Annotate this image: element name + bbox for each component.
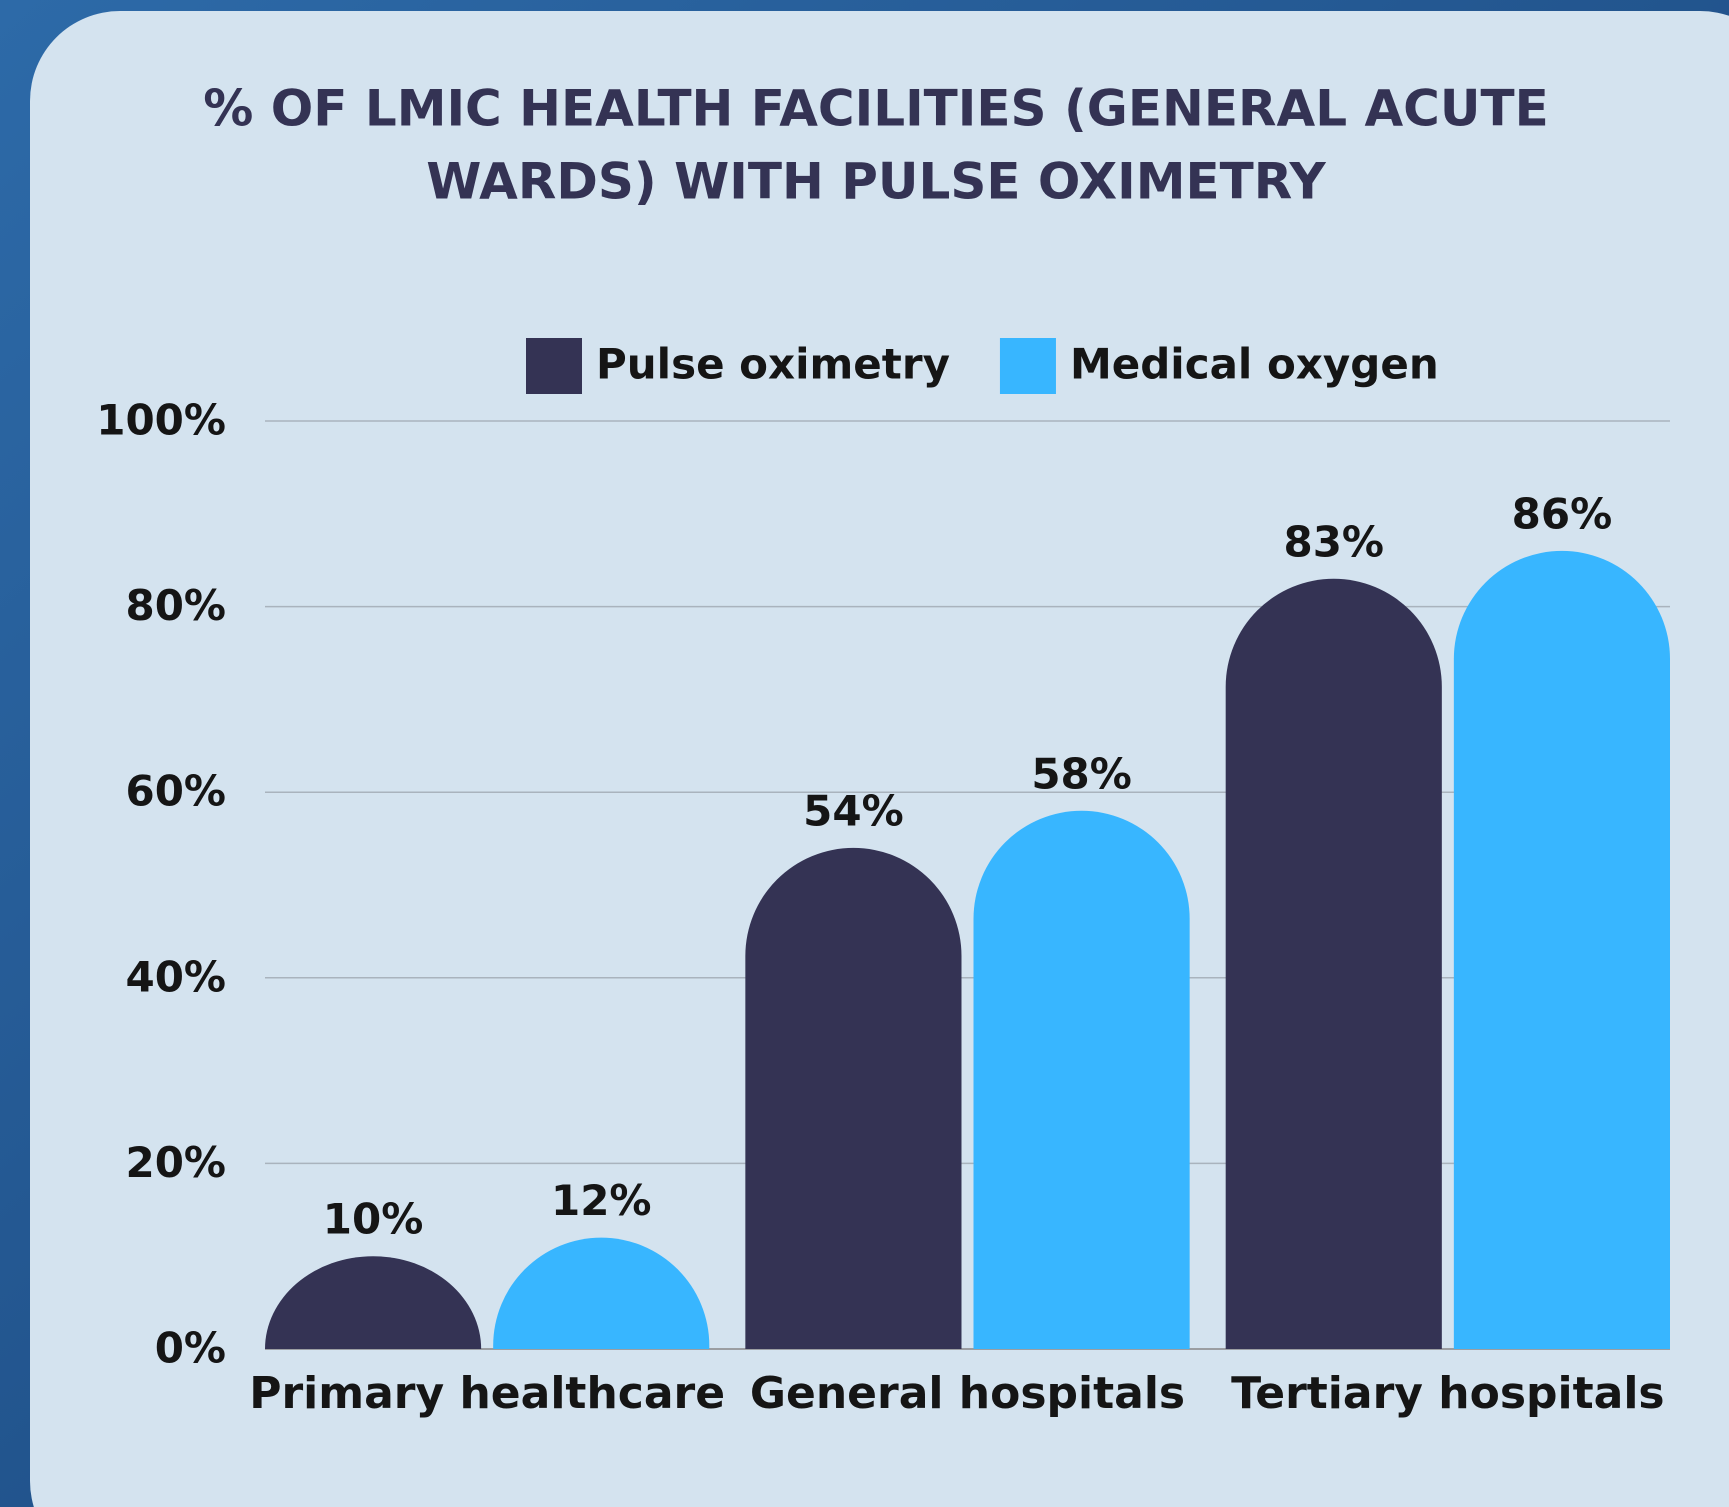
value-label: 58%: [1031, 749, 1132, 798]
legend-label: Medical oxygen: [1070, 340, 1439, 389]
bar: [1453, 550, 1670, 1349]
value-label: 86%: [1512, 489, 1613, 538]
y-tick-label: 40%: [125, 952, 226, 1001]
bar: [493, 1237, 710, 1349]
value-label: 10%: [323, 1195, 424, 1244]
bar: [265, 1256, 482, 1349]
legend-swatch: [526, 338, 582, 394]
bar: [973, 810, 1190, 1349]
y-tick-label: 60%: [125, 767, 226, 816]
y-tick-label: 20%: [125, 1138, 226, 1187]
value-label: 54%: [803, 786, 904, 835]
chart-title: WARDS) WITH PULSE OXIMETRY: [426, 153, 1326, 211]
bar: [1225, 578, 1442, 1349]
y-tick-label: 100%: [96, 396, 226, 445]
legend-swatch: [999, 338, 1056, 394]
x-tick-label: General hospitals: [750, 1368, 1185, 1419]
y-tick-label: 80%: [125, 581, 226, 630]
chart-title: % OF LMIC HEALTH FACILITIES (GENERAL ACU…: [203, 80, 1548, 138]
value-label: 83%: [1283, 517, 1384, 566]
value-label: 12%: [551, 1176, 652, 1225]
bar: [745, 847, 962, 1349]
legend-label: Pulse oximetry: [596, 340, 950, 389]
y-tick-label: 0%: [155, 1324, 226, 1373]
x-tick-label: Primary healthcare: [249, 1368, 725, 1419]
x-tick-label: Tertiary hospitals: [1231, 1368, 1665, 1419]
